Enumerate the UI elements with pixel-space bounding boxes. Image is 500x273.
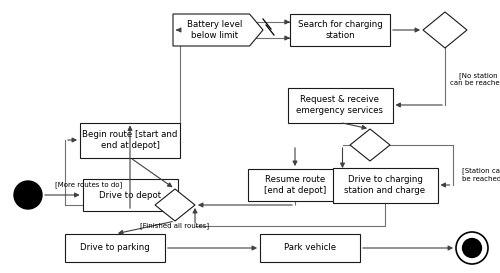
Text: Drive to depot: Drive to depot <box>99 191 161 200</box>
Bar <box>260 234 360 262</box>
Bar <box>248 169 342 201</box>
Text: Search for charging
station: Search for charging station <box>298 20 382 40</box>
Text: Resume route
[end at depot]: Resume route [end at depot] <box>264 175 326 195</box>
Polygon shape <box>350 129 390 161</box>
Polygon shape <box>155 189 195 221</box>
Text: [Finished all routes]: [Finished all routes] <box>140 222 209 229</box>
Circle shape <box>456 232 488 264</box>
Polygon shape <box>173 14 263 46</box>
Bar <box>82 179 178 211</box>
Circle shape <box>14 181 42 209</box>
Bar <box>332 168 438 203</box>
Bar <box>290 14 390 46</box>
Circle shape <box>462 238 481 258</box>
Text: [No station
can be reached]: [No station can be reached] <box>450 72 500 87</box>
Text: Drive to parking: Drive to parking <box>80 244 150 253</box>
Text: [More routes to do]: [More routes to do] <box>55 181 122 188</box>
Bar <box>65 234 165 262</box>
Text: Drive to charging
station and charge: Drive to charging station and charge <box>344 175 426 195</box>
Text: [Station can
be reached]: [Station can be reached] <box>462 168 500 182</box>
Text: Battery level
below limit: Battery level below limit <box>187 20 242 40</box>
Text: Begin route [start and
end at depot]: Begin route [start and end at depot] <box>82 130 178 150</box>
Polygon shape <box>423 12 467 48</box>
Bar <box>80 123 180 158</box>
Text: Park vehicle: Park vehicle <box>284 244 336 253</box>
Text: Request & receive
emergency services: Request & receive emergency services <box>296 95 384 115</box>
Bar <box>288 88 393 123</box>
